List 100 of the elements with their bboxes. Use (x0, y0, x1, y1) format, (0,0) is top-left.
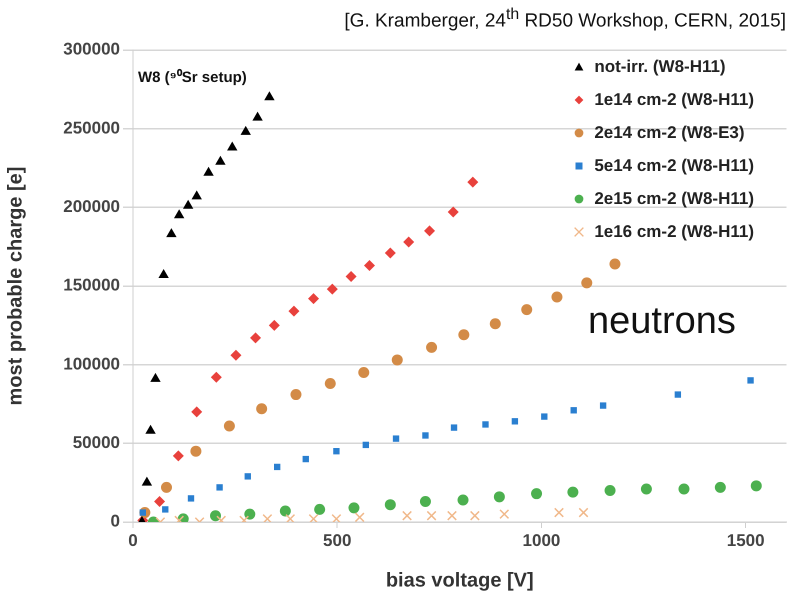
point (188, 495, 194, 502)
point (162, 506, 168, 513)
legend-label: 5e14 cm-2 (W8-H11) (594, 156, 754, 176)
legend-label: not-irr. (W8-H11) (594, 56, 726, 76)
point (750, 480, 762, 492)
point (470, 510, 480, 521)
y-tick-label: 200000 (63, 197, 120, 216)
point (333, 448, 340, 454)
point (244, 508, 256, 520)
y-tick-label: 100000 (63, 354, 120, 374)
x-tick-label: 0 (128, 530, 138, 550)
point (274, 464, 280, 470)
point (150, 372, 161, 382)
y-tick-label: 0 (110, 512, 120, 531)
point (446, 510, 457, 521)
point (567, 486, 578, 498)
point (600, 402, 606, 409)
point (609, 258, 620, 270)
point (230, 350, 242, 361)
point (308, 293, 320, 304)
point (190, 446, 202, 457)
legend-label: 2e14 cm-2 (W8-E3) (594, 122, 745, 142)
point (142, 476, 152, 486)
point (541, 413, 548, 420)
point (331, 514, 342, 522)
point (426, 342, 438, 353)
point (268, 320, 280, 331)
x-tick-label: 1000 (522, 530, 560, 550)
point (326, 284, 338, 295)
point (182, 200, 194, 209)
point (314, 504, 326, 515)
point (747, 377, 754, 384)
text: [G. Kramberger, 24$^{th}$ RD50 Workshop, CERN, 2015] (344, 6, 786, 32)
point (346, 271, 357, 282)
point (210, 372, 222, 383)
point (324, 378, 336, 390)
point (450, 424, 458, 431)
annotation: neutrons (588, 300, 736, 343)
point (250, 332, 262, 344)
point (403, 236, 414, 248)
x-tick-label: 500 (323, 530, 352, 550)
point (420, 496, 431, 508)
point (467, 176, 478, 188)
point (240, 126, 251, 135)
point (714, 482, 726, 493)
point (145, 424, 156, 434)
point (215, 156, 226, 165)
point (158, 268, 169, 278)
point (494, 491, 505, 502)
point (490, 318, 501, 330)
point (192, 190, 202, 200)
point (392, 435, 400, 442)
point (570, 407, 577, 414)
point (224, 420, 235, 432)
point (426, 510, 437, 521)
point (203, 166, 214, 176)
point (424, 225, 436, 236)
y-axis-title: most probable charge [e] (4, 166, 27, 406)
point (252, 112, 263, 121)
point (262, 514, 272, 522)
point (512, 418, 518, 424)
point (640, 483, 652, 494)
legend-label: 1e16 cm-2 (W8-H11) (594, 222, 754, 242)
point (290, 389, 302, 400)
point (280, 505, 291, 516)
x-tick-label: 1500 (726, 530, 765, 550)
point (174, 209, 184, 218)
point (216, 484, 223, 491)
y-tick-label: 300000 (63, 40, 120, 59)
point (448, 206, 459, 218)
point (458, 329, 470, 340)
point (302, 456, 309, 462)
point (210, 510, 222, 522)
point (364, 260, 375, 272)
point (531, 488, 542, 500)
point (358, 367, 370, 378)
point (348, 502, 360, 514)
point (384, 499, 396, 510)
point (521, 304, 532, 316)
point (604, 485, 616, 496)
point (166, 228, 177, 238)
point (674, 391, 682, 398)
point (154, 496, 166, 508)
y-tick-label: 50000 (72, 433, 120, 452)
point (191, 406, 202, 418)
y-tick-label: 250000 (63, 118, 120, 138)
point (499, 509, 510, 520)
legend-label: 1e14 cm-2 (W8-H11) (594, 90, 754, 110)
point (362, 442, 369, 448)
legend-label: 2e15 cm-2 (W8-H11) (594, 188, 754, 208)
point (392, 354, 403, 366)
x-axis-title: bias voltage [V] (386, 570, 534, 592)
point (308, 514, 319, 522)
point (227, 142, 238, 151)
point (256, 403, 268, 414)
point (554, 508, 564, 518)
point (384, 247, 396, 258)
point (160, 482, 172, 493)
annotation: W8 (⁹⁰Sr setup) (138, 68, 247, 86)
point (678, 483, 690, 494)
